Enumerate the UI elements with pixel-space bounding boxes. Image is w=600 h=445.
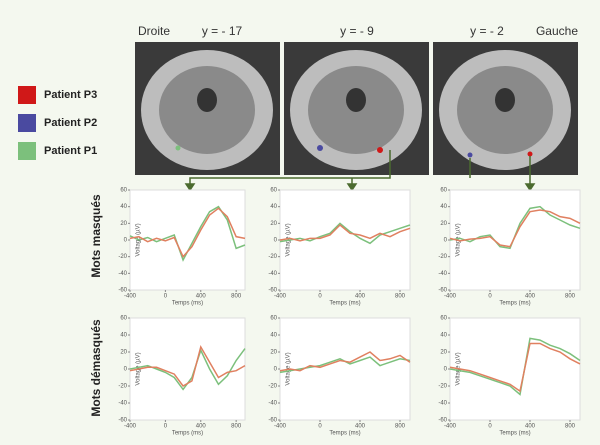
y-tick-label: 60 — [120, 188, 127, 194]
y-tick-label: 20 — [440, 221, 447, 227]
x-tick-label: 400 — [525, 294, 536, 300]
y-tick-label: 60 — [270, 188, 277, 194]
x-tick-label: 400 — [355, 424, 366, 430]
brain-images — [135, 42, 578, 175]
y-tick-label: 20 — [270, 221, 277, 227]
x-tick-label: 0 — [318, 294, 322, 300]
y-tick-label: 40 — [270, 333, 277, 339]
series-line — [279, 223, 411, 242]
y-tick-label: 0 — [444, 238, 448, 244]
y-tick-label: -40 — [268, 401, 277, 407]
y-tick-label: -60 — [268, 288, 277, 294]
plot-area — [449, 317, 581, 421]
y-tick-label: 0 — [444, 367, 448, 373]
y-tick-label: 20 — [120, 350, 127, 356]
row-label: Mots démasqués — [89, 319, 103, 417]
series-line — [129, 344, 246, 387]
x-tick-label: 0 — [488, 294, 492, 300]
y-tick-label: -40 — [438, 401, 447, 407]
brain-label: Gauche — [536, 24, 578, 38]
legend-label: Patient P3 — [44, 89, 97, 101]
x-axis-label: Temps (ms) — [499, 301, 530, 307]
legend-swatch — [18, 114, 36, 132]
x-tick-label: 0 — [164, 294, 168, 300]
y-tick-label: 40 — [270, 204, 277, 210]
series-line — [279, 351, 411, 372]
brain-label: y = - 2 — [470, 24, 504, 38]
y-tick-label: -20 — [268, 384, 277, 390]
legend-swatch — [18, 142, 36, 160]
x-tick-label: 800 — [565, 424, 576, 430]
brain-label: y = - 9 — [340, 24, 374, 38]
y-tick-label: 40 — [440, 204, 447, 210]
y-tick-label: -20 — [438, 384, 447, 390]
series-line — [449, 337, 581, 396]
y-tick-label: 20 — [440, 350, 447, 356]
x-axis-label: Temps (ms) — [329, 431, 360, 437]
x-axis-label: Temps (ms) — [172, 301, 203, 307]
x-tick-label: -400 — [124, 424, 137, 430]
x-tick-label: -400 — [274, 294, 287, 300]
y-tick-label: 60 — [440, 188, 447, 194]
legend-label: Patient P2 — [44, 117, 97, 129]
plot-area — [129, 189, 246, 291]
x-tick-label: 400 — [196, 424, 207, 430]
x-tick-label: 0 — [488, 424, 492, 430]
x-tick-label: 800 — [231, 424, 242, 430]
x-axis-label: Temps (ms) — [329, 301, 360, 307]
x-tick-label: 0 — [164, 424, 168, 430]
y-tick-label: 0 — [274, 238, 278, 244]
series-line — [449, 342, 581, 393]
connectors — [184, 150, 536, 192]
y-tick-label: 0 — [124, 238, 128, 244]
x-tick-label: -400 — [444, 424, 457, 430]
x-tick-label: 800 — [395, 424, 406, 430]
x-tick-label: -400 — [274, 424, 287, 430]
y-tick-label: -20 — [118, 384, 127, 390]
legend-label: Patient P1 — [44, 145, 97, 157]
y-tick-label: -20 — [438, 254, 447, 260]
x-tick-label: -400 — [444, 294, 457, 300]
x-tick-label: 800 — [395, 294, 406, 300]
y-tick-label: 40 — [120, 333, 127, 339]
x-tick-label: 0 — [318, 424, 322, 430]
y-tick-label: 60 — [120, 316, 127, 322]
y-tick-label: 40 — [120, 204, 127, 210]
y-tick-label: -60 — [438, 288, 447, 294]
x-tick-label: 800 — [231, 294, 242, 300]
y-tick-label: 0 — [124, 367, 128, 373]
row-label: Mots masqués — [89, 194, 103, 278]
x-tick-label: 400 — [355, 294, 366, 300]
series-line — [129, 207, 246, 259]
y-tick-label: 20 — [120, 221, 127, 227]
y-tick-label: -60 — [438, 418, 447, 424]
y-tick-label: -40 — [268, 271, 277, 277]
plot-area — [129, 317, 246, 421]
x-axis-label: Temps (ms) — [499, 431, 530, 437]
x-tick-label: 400 — [196, 294, 207, 300]
brain-label: y = - 17 — [202, 24, 243, 38]
y-tick-label: 0 — [274, 367, 278, 373]
legend-swatch — [18, 86, 36, 104]
y-tick-label: -60 — [268, 418, 277, 424]
y-tick-label: -20 — [118, 254, 127, 260]
y-tick-label: 60 — [440, 316, 447, 322]
y-tick-label: 60 — [270, 316, 277, 322]
y-tick-label: -20 — [268, 254, 277, 260]
y-tick-label: -60 — [118, 418, 127, 424]
y-tick-label: -40 — [438, 271, 447, 277]
brain-label: Droite — [138, 24, 170, 38]
series-line — [279, 222, 411, 245]
y-tick-label: 20 — [270, 350, 277, 356]
y-tick-label: -40 — [118, 271, 127, 277]
x-tick-label: 400 — [525, 424, 536, 430]
x-tick-label: -400 — [124, 294, 137, 300]
y-tick-label: 40 — [440, 333, 447, 339]
y-tick-label: -60 — [118, 288, 127, 294]
series-line — [449, 209, 581, 248]
x-tick-label: 800 — [565, 294, 576, 300]
y-tick-label: -40 — [118, 401, 127, 407]
x-axis-label: Temps (ms) — [172, 431, 203, 437]
